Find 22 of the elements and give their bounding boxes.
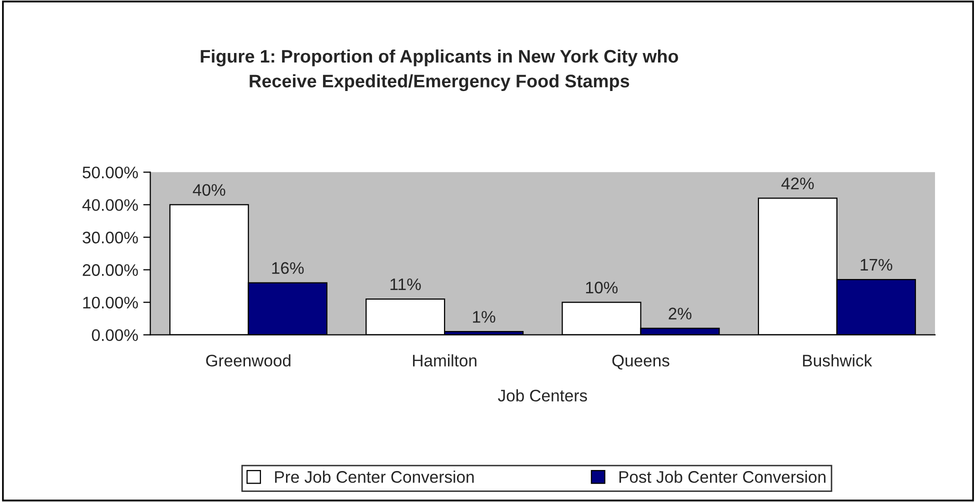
data-label: 1%	[473, 311, 496, 323]
data-label: 10%	[586, 282, 618, 294]
data-label: 17%	[860, 258, 892, 271]
data-label: 2%	[668, 308, 692, 320]
y-tick-label: 10.00%	[83, 296, 138, 309]
y-tick-label: 30.00%	[82, 232, 138, 244]
y-tick-label: 50.00%	[82, 166, 138, 178]
data-label: 16%	[272, 262, 304, 274]
legend-label: Pre Job Center Conversion	[275, 470, 474, 483]
x-axis-title: Job Centers	[498, 389, 587, 402]
x-tick-label: Hamilton	[413, 354, 476, 367]
data-label: 42%	[781, 178, 814, 190]
y-tick-label: 20.00%	[82, 264, 138, 276]
y-tick-label: 0.00%	[92, 329, 138, 342]
data-label: 11%	[390, 278, 421, 290]
legend-label: Post Job Center Conversion	[619, 470, 826, 483]
x-tick-label: Bushwick	[803, 354, 872, 367]
chart-title: Figure 1: Proportion of Applicants in New York City who Receive Expedited/Emergency Food Stamps	[200, 49, 678, 92]
y-tick-label: 40.00%	[82, 199, 138, 211]
x-tick-label: Queens	[612, 354, 670, 370]
data-label: 40%	[192, 184, 226, 196]
x-tick-label: Greenwood	[206, 354, 290, 367]
